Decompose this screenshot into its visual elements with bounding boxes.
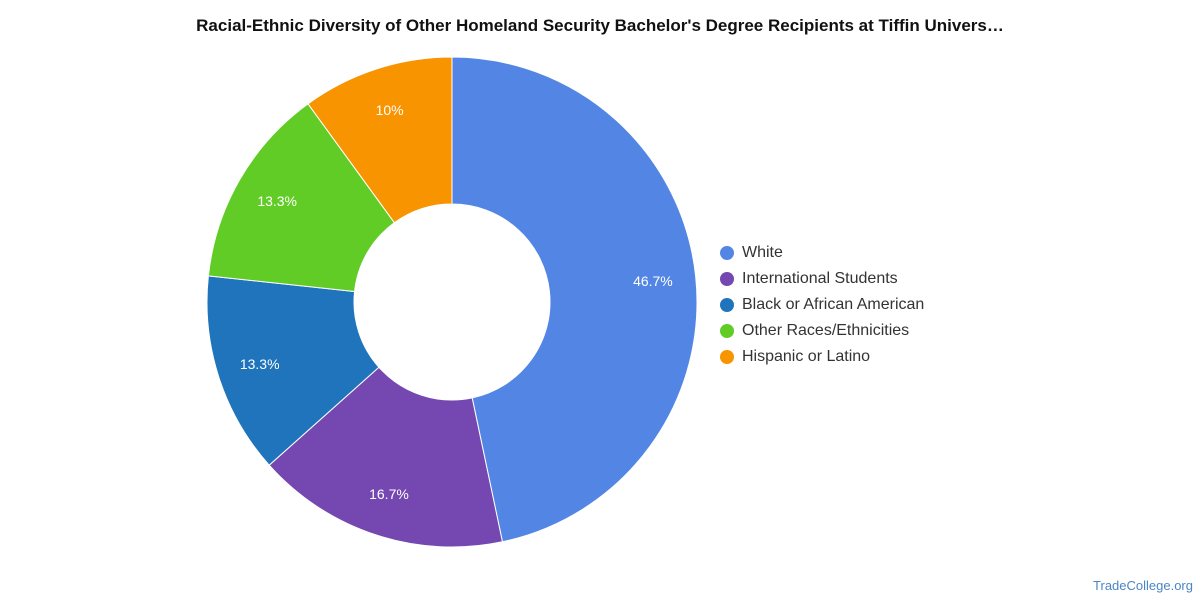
legend-swatch-0: [720, 246, 734, 260]
legend-item-1[interactable]: International Students: [720, 266, 924, 292]
legend-item-3[interactable]: Other Races/Ethnicities: [720, 318, 924, 344]
chart-title: Racial-Ethnic Diversity of Other Homelan…: [196, 16, 1004, 35]
chart-legend: White International Students Black or Afri…: [720, 240, 924, 370]
slice-3[interactable]: [207, 103, 396, 293]
legend-item-2[interactable]: Black or African American: [720, 292, 924, 318]
slice-label-0: 46.7%: [633, 273, 673, 289]
legend-swatch-1: [720, 272, 734, 286]
slice-label-2: 13.3%: [240, 356, 280, 372]
legend-swatch-3: [720, 324, 734, 338]
legend-label-4: Hispanic or Latino: [742, 348, 871, 365]
legend-swatch-2: [720, 298, 734, 312]
slice-label-1: 16.7%: [369, 486, 409, 502]
slice-1[interactable]: [268, 366, 504, 548]
slice-4[interactable]: [307, 56, 453, 224]
legend-label-0: White: [742, 244, 783, 261]
source-credit[interactable]: TradeCollege.org: [1093, 578, 1193, 593]
legend-item-4[interactable]: Hispanic or Latino: [720, 344, 924, 370]
legend-item-0[interactable]: White: [720, 240, 924, 266]
legend-label-2: Black or African American: [742, 296, 925, 313]
legend-label-3: Other Races/Ethnicities: [742, 322, 910, 339]
slice-label-3: 13.3%: [257, 193, 297, 209]
slice-label-4: 10%: [376, 102, 404, 118]
legend-swatch-4: [720, 350, 734, 364]
slice-2[interactable]: [206, 275, 380, 466]
slice-0[interactable]: [451, 56, 698, 543]
legend-label-1: International Students: [742, 270, 898, 287]
